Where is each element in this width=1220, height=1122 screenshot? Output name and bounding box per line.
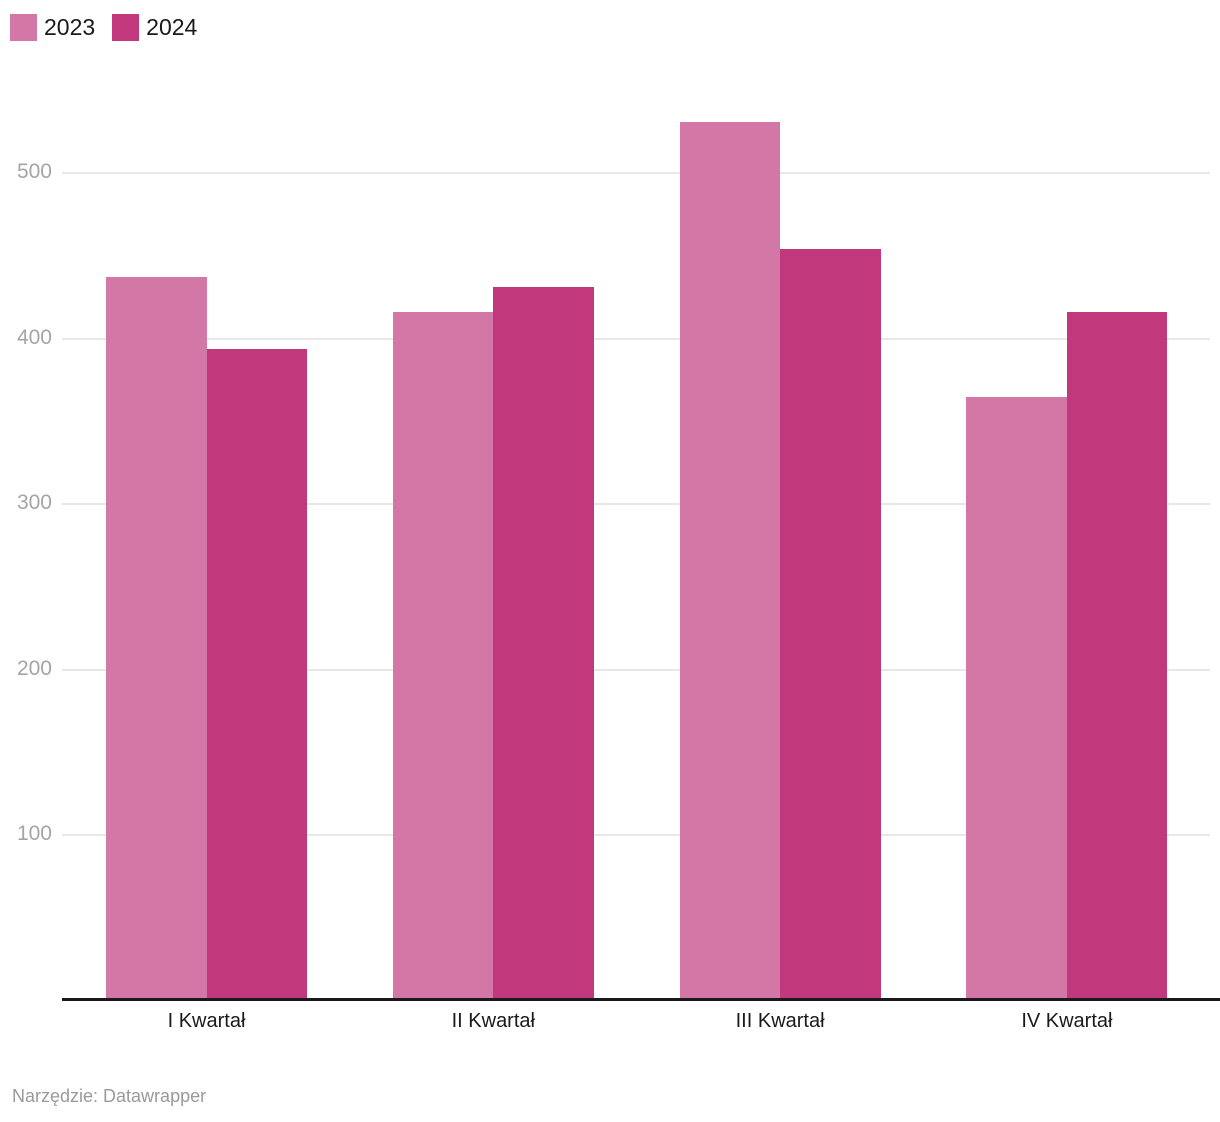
- bar-2024-iv-kwartał[interactable]: [1066, 312, 1168, 1001]
- bar-2024-ii-kwartał[interactable]: [493, 287, 594, 1001]
- legend-swatch-2023: [10, 14, 37, 41]
- legend-item-2024: 2024: [112, 14, 197, 41]
- x-axis-line: [62, 998, 1220, 1001]
- bar-2023-iii-kwartał[interactable]: [679, 121, 781, 1001]
- legend-item-2023: 2023: [10, 14, 95, 41]
- x-axis-label-i-kwartał: I Kwartał: [167, 1010, 246, 1032]
- gridline-100: [62, 834, 1210, 837]
- gridline-400: [62, 337, 1210, 340]
- y-axis-tick-100: 100: [16, 822, 52, 846]
- legend-swatch-2024: [112, 14, 140, 41]
- bar-2023-iv-kwartał[interactable]: [966, 396, 1067, 1001]
- y-axis-tick-500: 500: [16, 160, 52, 183]
- bar-2024-i-kwartał[interactable]: [206, 348, 307, 1001]
- bar-2023-ii-kwartał[interactable]: [392, 312, 494, 1001]
- y-axis-tick-200: 200: [16, 656, 52, 680]
- bar-2024-iii-kwartał[interactable]: [780, 249, 881, 1001]
- gridline-200: [62, 668, 1210, 671]
- y-axis-tick-300: 300: [16, 491, 52, 515]
- bar-2023-i-kwartał[interactable]: [106, 277, 207, 1001]
- y-axis-tick-400: 400: [16, 325, 52, 349]
- gridline-300: [62, 503, 1210, 506]
- legend-label-2024: 2024: [146, 14, 198, 40]
- legend: 2023 2024: [10, 14, 197, 41]
- gridline-500: [62, 172, 1210, 174]
- x-axis-label-iii-kwartał: III Kwartał: [735, 1010, 825, 1032]
- x-axis-label-ii-kwartał: II Kwartał: [451, 1010, 535, 1032]
- legend-label-2023: 2023: [44, 14, 96, 40]
- x-axis-label-iv-kwartał: IV Kwartał: [1021, 1010, 1113, 1032]
- source-attribution: Narzędzie: Datawrapper: [12, 1086, 207, 1106]
